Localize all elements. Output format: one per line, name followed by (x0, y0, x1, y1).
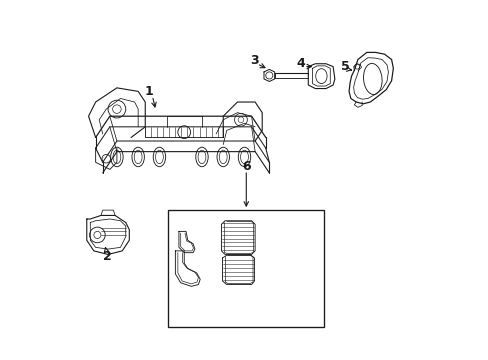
Text: 4: 4 (296, 57, 305, 69)
Text: 2: 2 (102, 250, 111, 263)
Text: 6: 6 (242, 160, 250, 173)
Bar (168, 210, 324, 327)
Text: 1: 1 (144, 85, 153, 98)
Text: 5: 5 (341, 60, 349, 73)
Text: 3: 3 (249, 54, 258, 67)
